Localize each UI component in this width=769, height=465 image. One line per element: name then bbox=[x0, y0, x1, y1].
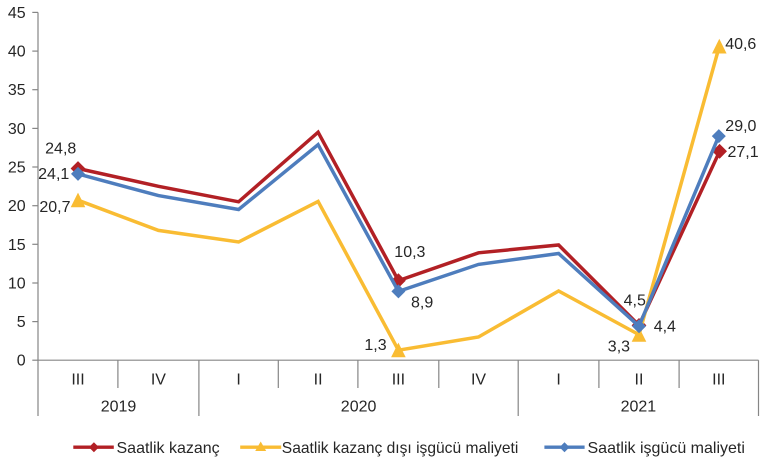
svg-text:4,5: 4,5 bbox=[624, 292, 646, 309]
svg-text:24,8: 24,8 bbox=[45, 141, 76, 158]
svg-text:1,3: 1,3 bbox=[364, 337, 386, 354]
svg-text:I: I bbox=[236, 371, 240, 388]
svg-text:8,9: 8,9 bbox=[411, 295, 433, 312]
svg-text:Saatlik işgücü maliyeti: Saatlik işgücü maliyeti bbox=[588, 440, 745, 457]
svg-text:II: II bbox=[314, 371, 323, 388]
svg-text:III: III bbox=[71, 371, 84, 388]
svg-text:2019: 2019 bbox=[101, 398, 137, 415]
svg-text:5: 5 bbox=[17, 314, 26, 331]
svg-text:30: 30 bbox=[8, 121, 26, 138]
svg-text:27,1: 27,1 bbox=[728, 144, 759, 161]
svg-text:40,6: 40,6 bbox=[725, 36, 756, 53]
svg-text:20: 20 bbox=[8, 198, 26, 215]
svg-text:29,0: 29,0 bbox=[725, 118, 756, 135]
svg-text:4,4: 4,4 bbox=[654, 318, 676, 335]
svg-text:24,1: 24,1 bbox=[38, 166, 69, 183]
svg-text:45: 45 bbox=[8, 5, 26, 22]
svg-text:III: III bbox=[392, 371, 405, 388]
svg-text:2020: 2020 bbox=[341, 398, 377, 415]
svg-text:10,3: 10,3 bbox=[394, 244, 425, 261]
svg-text:IV: IV bbox=[151, 371, 166, 388]
svg-text:I: I bbox=[556, 371, 560, 388]
svg-text:15: 15 bbox=[8, 237, 26, 254]
svg-text:35: 35 bbox=[8, 82, 26, 99]
svg-text:20,7: 20,7 bbox=[39, 199, 70, 216]
svg-text:Saatlik kazanç: Saatlik kazanç bbox=[117, 440, 220, 457]
svg-text:II: II bbox=[635, 371, 644, 388]
svg-text:40: 40 bbox=[8, 44, 26, 61]
svg-text:III: III bbox=[712, 371, 725, 388]
svg-text:10: 10 bbox=[8, 276, 26, 293]
svg-text:3,3: 3,3 bbox=[608, 339, 630, 356]
svg-text:25: 25 bbox=[8, 160, 26, 177]
svg-text:2021: 2021 bbox=[621, 398, 657, 415]
svg-text:0: 0 bbox=[17, 353, 26, 370]
svg-text:Saatlik kazanç dışı işgücü mal: Saatlik kazanç dışı işgücü maliyeti bbox=[282, 440, 519, 457]
svg-text:IV: IV bbox=[471, 371, 486, 388]
